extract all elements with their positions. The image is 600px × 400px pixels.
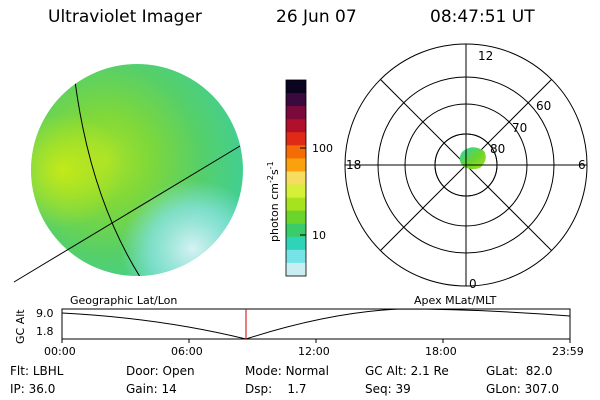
- mlt-label-0: 0: [469, 277, 477, 291]
- ip-info: IP: 36.0: [10, 382, 55, 396]
- latitude-line: [13, 145, 241, 283]
- ip-label: IP:: [10, 382, 25, 396]
- mlat-label-70: 70: [512, 121, 527, 135]
- door-info: Door: Open: [126, 364, 195, 378]
- colorbar-unit-label: photon cm-2s-1: [266, 161, 281, 242]
- mode-value: Normal: [285, 364, 329, 378]
- orbit-x-tick-1200: 12:00: [298, 345, 330, 358]
- glat-info: GLat: 82.0: [486, 364, 552, 378]
- colorbar-label-10: 10: [312, 229, 326, 242]
- gain-label: Gain:: [126, 382, 158, 396]
- orbit-x-tick-2359: 23:59: [552, 345, 584, 358]
- orbit-yaxis-label: GC Alt: [14, 309, 27, 344]
- orbit-x-tick-0600: 06:00: [171, 345, 203, 358]
- glat-label: GLat:: [486, 364, 519, 378]
- gain-value: 14: [161, 382, 177, 396]
- dsp-label: Dsp:: [245, 382, 273, 396]
- glon-label: GLon:: [486, 382, 521, 396]
- colorbar-band: [286, 210, 306, 225]
- polar-plot: [344, 43, 588, 287]
- uv-image-disk: [13, 64, 243, 283]
- colorbar-band: [286, 262, 306, 277]
- door-label: Door:: [126, 364, 159, 378]
- orbit-y-bottom: 1.8: [36, 325, 54, 338]
- colorbar-band: [286, 236, 306, 251]
- mlat-label-80: 80: [490, 142, 505, 156]
- instrument-title: Ultraviolet Imager: [48, 7, 202, 27]
- geographic-title: Geographic Lat/Lon: [70, 294, 178, 307]
- filter-info: Flt: LBHL: [10, 364, 63, 378]
- gc-alt-value: 2.1 Re: [410, 364, 449, 378]
- glon-value: 307.0: [524, 382, 559, 396]
- colorbar: [286, 80, 306, 277]
- gain-info: Gain: 14: [126, 382, 177, 396]
- colorbar-band: [286, 158, 306, 172]
- colorbar-band: [286, 132, 306, 146]
- door-value: Open: [162, 364, 195, 378]
- colorbar-label-100: 100: [312, 142, 333, 155]
- filter-label: Flt:: [10, 364, 29, 378]
- colorbar-band: [286, 145, 306, 159]
- ip-value: 36.0: [28, 382, 56, 396]
- seq-label: Seq:: [365, 382, 392, 396]
- colorbar-band: [286, 119, 306, 133]
- mlat-label-60: 60: [536, 99, 551, 113]
- glat-value: 82.0: [525, 364, 553, 378]
- colorbar-band: [286, 223, 306, 238]
- seq-info: Seq: 39: [365, 382, 411, 396]
- colorbar-band: [286, 80, 306, 94]
- filter-value: LBHL: [32, 364, 64, 378]
- orbit-y-top: 9.0: [36, 307, 54, 320]
- colorbar-frame: [285, 79, 307, 277]
- auroral-oval: [459, 147, 486, 170]
- colorbar-band: [286, 197, 306, 212]
- glon-info: GLon: 307.0: [486, 382, 559, 396]
- orbit-x-tick-0000: 00:00: [44, 345, 76, 358]
- dsp-info: Dsp: 1.7: [245, 382, 307, 396]
- colorbar-band: [286, 184, 306, 199]
- apex-title: Apex MLat/MLT: [414, 294, 497, 307]
- mlt-label-12: 12: [478, 49, 493, 63]
- gc-alt-info: GC Alt: 2.1 Re: [365, 364, 449, 378]
- longitude-line: [71, 64, 151, 276]
- orbit-plot-frame: [61, 308, 571, 340]
- seq-value: 39: [395, 382, 411, 396]
- orbit-plot: [61, 308, 571, 343]
- colorbar-band: [286, 249, 306, 264]
- mode-label: Mode:: [245, 364, 282, 378]
- mlt-label-6: 6: [578, 158, 586, 172]
- colorbar-band: [286, 171, 306, 186]
- colorbar-band: [286, 93, 306, 107]
- mode-info: Mode: Normal: [245, 364, 329, 378]
- colorbar-band: [286, 106, 306, 120]
- mlt-label-18: 18: [346, 158, 361, 172]
- altitude-curve: [61, 308, 571, 340]
- dsp-value: 1.7: [287, 382, 307, 396]
- observation-time: 08:47:51 UT: [430, 7, 535, 27]
- orbit-x-tick-1800: 18:00: [425, 345, 457, 358]
- gc-alt-label: GC Alt:: [365, 364, 407, 378]
- observation-date: 26 Jun 07: [276, 7, 357, 27]
